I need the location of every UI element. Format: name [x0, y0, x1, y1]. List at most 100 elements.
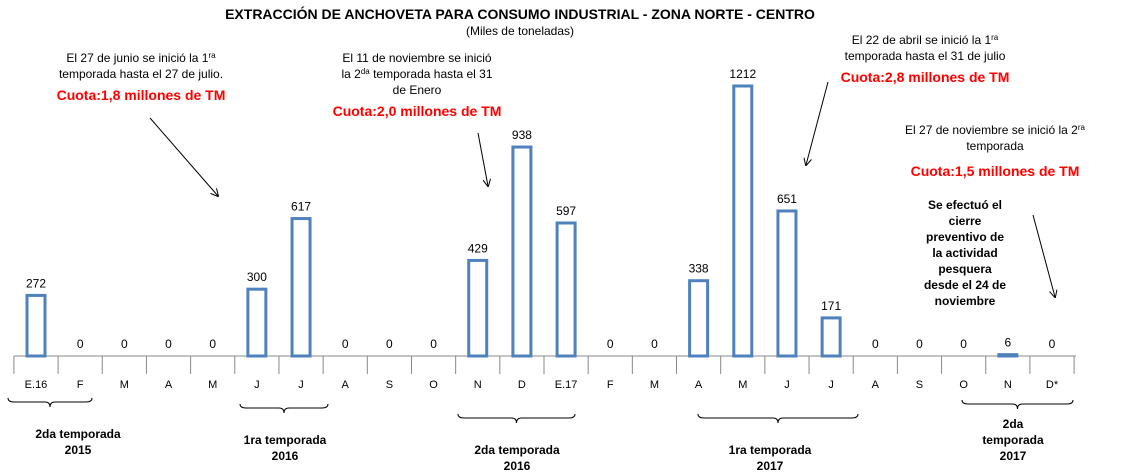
superscript: da	[361, 67, 370, 76]
bar	[555, 221, 577, 358]
arrow	[806, 81, 829, 165]
superscript: ra	[991, 33, 999, 42]
bar	[820, 316, 842, 358]
arrow	[477, 132, 488, 186]
annotation-text: temporada hasta el 27 de julio.	[59, 67, 223, 81]
note-text: la actividad	[932, 246, 997, 260]
group-label: 2017	[757, 459, 784, 473]
annotation-text: El 22 de abril se inició la 1ra	[852, 33, 999, 48]
x-tick-label: O	[429, 379, 438, 391]
value-label: 429	[468, 241, 488, 255]
bar	[688, 279, 710, 358]
x-tick-label: F	[607, 379, 614, 391]
bar	[246, 287, 268, 358]
value-label: 0	[77, 337, 84, 351]
x-tick-label: N	[474, 379, 482, 391]
superscript: ra	[208, 51, 216, 60]
x-tick-label: A	[165, 379, 173, 391]
annotation-segment: de Enero	[393, 83, 442, 97]
value-label: 1212	[729, 67, 756, 81]
brace	[697, 413, 859, 424]
value-label: 0	[386, 337, 393, 351]
bar	[467, 258, 489, 358]
quota: Cuota:2,8 millones de TM	[841, 69, 1010, 85]
brace	[7, 397, 93, 408]
x-tick-label: S	[916, 379, 923, 391]
value-label: 0	[342, 337, 349, 351]
annotation-text: El 11 de noviembre se inició	[342, 51, 492, 65]
value-label: 0	[651, 337, 658, 351]
annotation-segment: temporada	[966, 139, 1024, 153]
note-text: preventivo de	[926, 230, 1004, 244]
x-tick-label: A	[695, 379, 703, 391]
bar	[290, 217, 312, 358]
group-label: 2016	[504, 459, 531, 473]
x-tick-label: J	[828, 379, 834, 391]
annotation-text: temporada hasta el 31 de julio	[845, 49, 1006, 63]
note-text: Se efectuó el	[928, 198, 1002, 212]
x-tick-label: S	[386, 379, 393, 391]
arrow	[1032, 214, 1055, 297]
value-label: 597	[556, 204, 576, 218]
brace	[239, 403, 329, 414]
x-tick-label: D*	[1046, 379, 1059, 391]
x-tick-label: D	[518, 379, 526, 391]
x-tick-label: E.17	[555, 379, 578, 391]
quota: Cuota:1,5 millones de TM	[911, 163, 1080, 179]
chart-subtitle: (Miles de toneladas)	[466, 24, 574, 38]
value-label: 0	[960, 337, 967, 351]
annotation-segment: temporada hasta el 27 de julio.	[59, 67, 223, 81]
note-text: noviembre	[935, 294, 996, 308]
group-label: 2da temporada	[474, 443, 560, 457]
quota: Cuota:1,8 millones de TM	[57, 87, 226, 103]
value-label: 300	[247, 270, 267, 284]
annotation-text: El 27 de junio se inició la 1ra	[66, 51, 216, 66]
value-label: 0	[121, 337, 128, 351]
group-label: temporada	[982, 433, 1044, 447]
x-tick-label: J	[298, 379, 304, 391]
annotation-text: El 27 de noviembre se inició la 2ra	[905, 123, 1085, 138]
brace	[961, 399, 1074, 410]
annotation-segment: El 27 de noviembre se inició la 2	[905, 123, 1078, 137]
value-label: 6	[1004, 336, 1011, 350]
x-tick-label: M	[650, 379, 659, 391]
x-tick-label: J	[254, 379, 260, 391]
annotation-segment: la 2	[341, 67, 361, 81]
value-label: 338	[689, 262, 709, 276]
group-label: 2da temporada	[35, 427, 121, 441]
group-label: 2015	[65, 443, 92, 457]
value-label: 171	[821, 299, 841, 313]
bar	[997, 353, 1019, 358]
x-tick-label: O	[959, 379, 968, 391]
value-label: 272	[26, 276, 46, 290]
value-label: 0	[430, 337, 437, 351]
annotation-text: la 2da temporada hasta el 31	[341, 67, 492, 82]
bar	[511, 145, 533, 358]
annotation-text: temporada	[966, 139, 1024, 153]
annotation-segment: temporada hasta el 31	[370, 67, 493, 81]
group-label: 1ra temporada	[729, 443, 812, 457]
x-tick-label: N	[1004, 379, 1012, 391]
value-label: 0	[872, 337, 879, 351]
value-label: 0	[607, 337, 614, 351]
x-tick-label: M	[120, 379, 129, 391]
quota: Cuota:2,0 millones de TM	[333, 103, 502, 119]
group-label: 2017	[1000, 449, 1027, 463]
annotation-text: de Enero	[393, 83, 442, 97]
value-label: 651	[777, 192, 797, 206]
value-label: 938	[512, 128, 532, 142]
note-text: desde el 24 de	[924, 278, 1006, 292]
bar	[25, 293, 47, 358]
x-tick-label: M	[208, 379, 217, 391]
chart-title: EXTRACCIÓN DE ANCHOVETA PARA CONSUMO IND…	[225, 5, 815, 22]
brace	[457, 413, 576, 424]
x-tick-label: A	[872, 379, 880, 391]
value-label: 0	[1049, 337, 1056, 351]
group-label: 2016	[272, 449, 299, 463]
x-tick-label: E.16	[25, 379, 48, 391]
value-label: 0	[165, 337, 172, 351]
x-tick-label: M	[738, 379, 747, 391]
value-label: 0	[209, 337, 216, 351]
value-label: 617	[291, 200, 311, 214]
annotation-segment: El 27 de junio se inició la 1	[66, 51, 208, 65]
